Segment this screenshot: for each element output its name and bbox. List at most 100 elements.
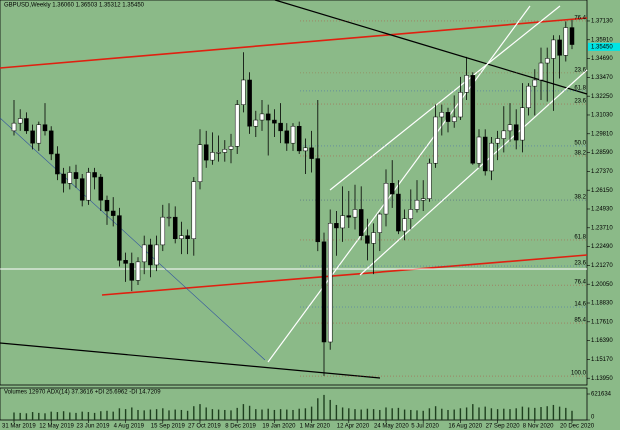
candle-body <box>507 124 513 132</box>
price-marker-label: 1.35450 <box>591 44 613 50</box>
y-tick-label: 1.37130 <box>591 19 613 25</box>
y-tick-label: 1.26150 <box>591 188 613 194</box>
candle-body <box>327 223 333 343</box>
candle-body <box>265 113 271 121</box>
candle-body <box>154 244 159 266</box>
candle-body <box>538 62 544 81</box>
candle-body <box>520 107 525 141</box>
y-tick-label: 1.28590 <box>591 150 613 156</box>
level-label: 38.2 <box>574 195 586 201</box>
candle-body <box>544 58 550 64</box>
candle-body <box>408 209 414 219</box>
level-label: 76.4 <box>574 280 586 286</box>
price-marker <box>588 42 620 51</box>
candle-body <box>11 122 17 132</box>
candle-body <box>296 125 302 152</box>
candle-body <box>458 92 463 118</box>
y-tick-label: 1.27370 <box>591 169 613 175</box>
y-tick-label: 1.24930 <box>591 207 613 213</box>
x-tick-label: 27 Sep 2020 <box>486 424 521 430</box>
level-label: 23.6 <box>574 67 586 73</box>
candle-body <box>358 209 364 236</box>
candle-body <box>439 112 445 118</box>
y-tick-label: 1.31030 <box>591 113 613 119</box>
candle-body <box>470 75 476 164</box>
candle-body <box>309 147 314 159</box>
x-tick-label: 20 Dec 2020 <box>560 424 595 430</box>
candle-body <box>61 173 66 184</box>
x-tick-label: 4 Aug 2019 <box>114 424 145 430</box>
candle-body <box>340 215 345 229</box>
candle-body <box>451 116 457 122</box>
y-tick-label: 1.23710 <box>591 225 613 231</box>
y-tick-label: 1.17610 <box>591 319 613 325</box>
candle-body <box>222 149 228 153</box>
candle-body <box>98 176 104 201</box>
candle-body <box>420 198 426 201</box>
candle-body <box>110 210 116 216</box>
x-tick-label: 8 Nov 2020 <box>523 424 554 430</box>
x-tick-label: 23 Jun 2019 <box>76 424 110 430</box>
volume-title: Volumes 12970 ADX(14) 37.3616 +DI 25.696… <box>4 390 161 396</box>
candle-body <box>489 142 494 172</box>
candle-body <box>24 118 29 132</box>
x-tick-label: 1 Mar 2020 <box>300 424 331 430</box>
y-tick-label: 1.20050 <box>591 282 613 288</box>
candle-body <box>482 136 488 172</box>
candle-body <box>117 215 122 261</box>
candle-body <box>228 146 234 150</box>
candle-body <box>253 119 259 127</box>
candle-body <box>377 213 383 233</box>
candle-body <box>284 130 290 144</box>
x-tick-label: 16 Aug 2020 <box>448 424 482 430</box>
volume-tick-label: 0 <box>591 415 595 421</box>
level-label: 38.2 <box>574 151 586 157</box>
candle-body <box>526 85 531 108</box>
candle-body <box>259 113 265 121</box>
candle-body <box>185 235 190 239</box>
y-tick-label: 1.22490 <box>591 244 613 250</box>
candle-body <box>247 79 252 127</box>
candle-body <box>495 138 500 144</box>
channel-line <box>329 5 561 191</box>
candle-body <box>86 172 91 201</box>
candle-body <box>210 152 215 161</box>
trend-line <box>101 254 588 296</box>
candle-body <box>396 193 401 232</box>
y-tick-label: 1.33470 <box>591 75 613 81</box>
x-tick-label: 19 Jan 2020 <box>262 424 296 430</box>
candle-body <box>104 199 110 212</box>
candle-body <box>179 235 184 239</box>
candle-body <box>371 232 376 244</box>
x-tick-label: 12 May 2019 <box>39 424 74 430</box>
candle-body <box>365 235 370 244</box>
x-tick-label: 24 May 2020 <box>374 424 409 430</box>
candle-body <box>445 112 451 122</box>
x-tick-label: 12 Apr 2020 <box>337 424 370 430</box>
candle-body <box>290 125 296 144</box>
candle-body <box>129 263 135 281</box>
level-label: 50.0 <box>574 141 586 147</box>
candle-body <box>464 75 469 93</box>
candle-body <box>48 130 54 155</box>
candle-body <box>557 39 562 56</box>
candle-body <box>383 183 389 215</box>
candle-body <box>563 27 569 56</box>
candle-body <box>30 130 35 144</box>
candle-body <box>166 216 172 219</box>
candle-body <box>241 79 246 105</box>
x-tick-label: 8 Dec 2019 <box>225 424 256 430</box>
candle-body <box>303 147 308 152</box>
level-label: 100.0 <box>571 371 587 377</box>
candle-body <box>433 116 438 164</box>
y-tick-label: 1.15170 <box>591 357 613 363</box>
candle-body <box>389 183 395 195</box>
candle-body <box>569 27 575 45</box>
level-label: 23.6 <box>574 99 586 105</box>
candle-body <box>17 118 23 124</box>
y-tick-label: 1.29810 <box>591 131 613 137</box>
y-tick-label: 1.32250 <box>591 94 613 100</box>
level-label: 76.4 <box>574 16 586 22</box>
candle-body <box>141 244 147 263</box>
